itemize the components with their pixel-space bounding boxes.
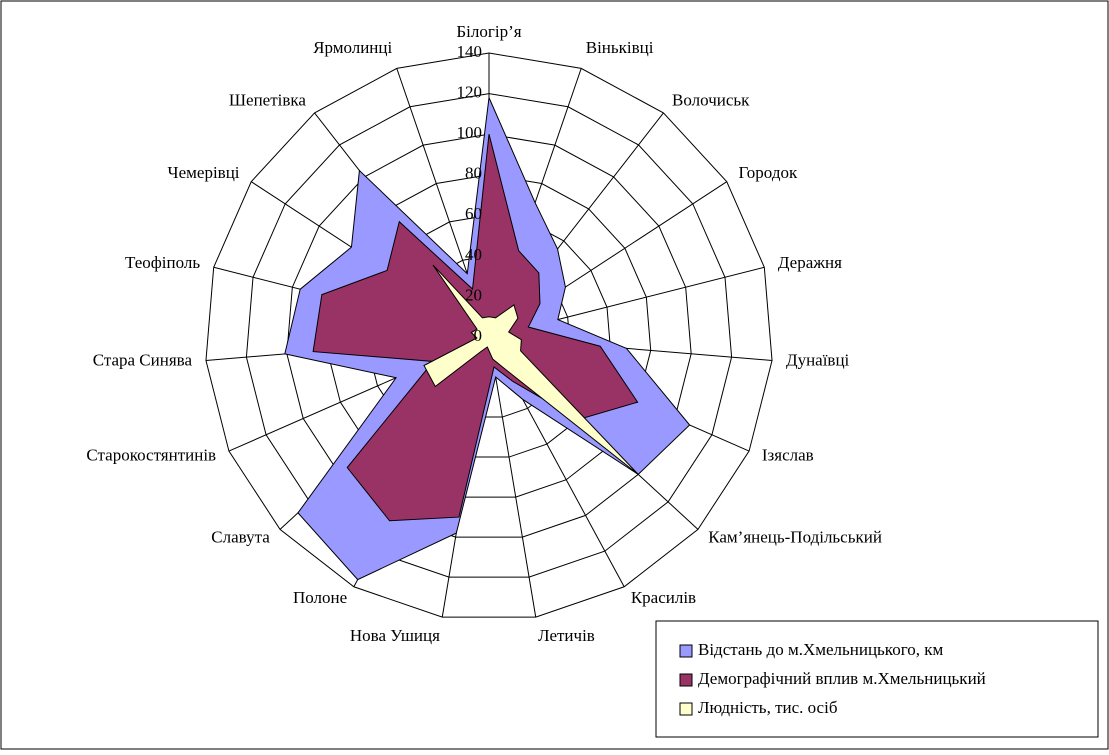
category-label: Красилів xyxy=(631,588,696,607)
category-label: Нова Ушиця xyxy=(350,626,440,645)
category-label: Старокостянтинів xyxy=(86,446,216,465)
grid-line xyxy=(286,133,692,538)
category-label: Шепетівка xyxy=(229,91,307,110)
legend-label: Відстань до м.Хмельницького, км xyxy=(698,640,944,659)
category-label: Городок xyxy=(738,163,797,182)
r-tick-label: 100 xyxy=(457,123,483,142)
category-label: Ізяслав xyxy=(762,446,814,465)
r-tick-label: 60 xyxy=(465,204,482,223)
category-label: Славута xyxy=(211,528,270,547)
legend-label: Демографічний вплив м.Хмельницький xyxy=(698,669,986,688)
r-tick-label: 120 xyxy=(457,82,483,101)
r-tick-label: 0 xyxy=(474,326,483,345)
spoke xyxy=(488,336,537,618)
category-label: Ярмолинці xyxy=(313,38,392,57)
category-label: Деражня xyxy=(778,253,842,272)
r-tick-label: 80 xyxy=(465,164,482,183)
legend-label: Людність, тис. осіб xyxy=(698,698,837,717)
r-tick-label: 140 xyxy=(457,42,483,61)
category-label: Дунаївці xyxy=(786,351,850,370)
legend-swatch xyxy=(679,702,693,716)
category-label: Полоне xyxy=(293,588,347,607)
legend-swatch xyxy=(679,673,693,687)
category-label: Летичів xyxy=(538,626,595,645)
category-label: Віньківці xyxy=(586,38,654,57)
grid-line xyxy=(205,52,773,618)
category-label: Кам’янець-Подільський xyxy=(708,528,882,547)
legend-box xyxy=(655,620,1099,738)
category-label: Волочиськ xyxy=(672,91,750,110)
category-label: Стара Синява xyxy=(93,351,193,370)
category-label: Чемерівці xyxy=(168,163,240,182)
r-tick-label: 40 xyxy=(465,245,482,264)
r-tick-label: 20 xyxy=(465,285,482,304)
category-label: Білогір’я xyxy=(456,22,521,41)
grid-line xyxy=(245,93,733,578)
category-label: Теофіполь xyxy=(125,253,200,272)
series-area xyxy=(423,264,639,475)
legend-swatch xyxy=(679,644,693,658)
